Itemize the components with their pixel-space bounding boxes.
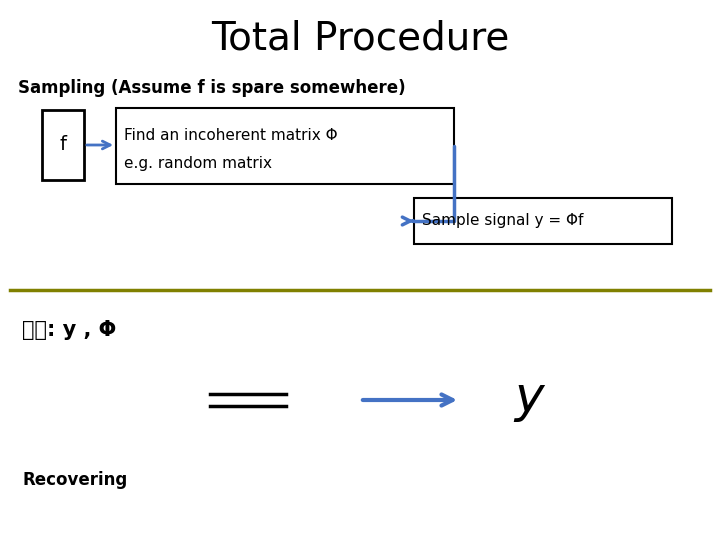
FancyBboxPatch shape [414, 198, 672, 244]
Text: Find an incoherent matrix Φ: Find an incoherent matrix Φ [124, 128, 338, 143]
FancyBboxPatch shape [42, 110, 84, 180]
Text: e.g. random matrix: e.g. random matrix [124, 156, 272, 171]
Text: f: f [60, 136, 66, 154]
FancyBboxPatch shape [116, 108, 454, 184]
Text: Sample signal y = Φf: Sample signal y = Φf [422, 213, 583, 228]
Text: $\mathit{y}$: $\mathit{y}$ [513, 376, 546, 424]
Text: Sampling (Assume f is spare somewhere): Sampling (Assume f is spare somewhere) [18, 79, 405, 97]
Text: Recovering: Recovering [22, 471, 127, 489]
Text: Total Procedure: Total Procedure [211, 19, 509, 57]
Text: 已知: y , Φ: 已知: y , Φ [22, 320, 116, 340]
